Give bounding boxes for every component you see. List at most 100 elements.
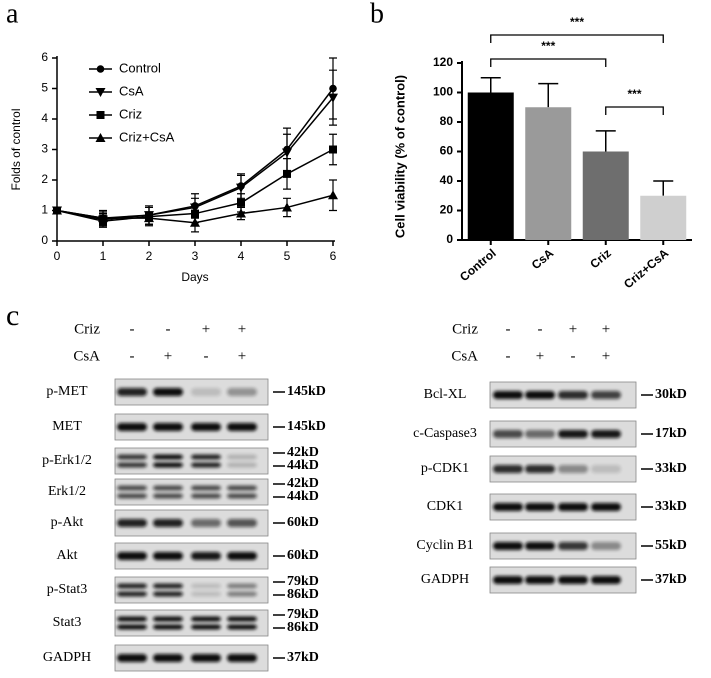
blot-strip: [114, 576, 269, 604]
band: [227, 654, 257, 662]
marker: [282, 148, 292, 158]
condition-sign: +: [536, 348, 544, 364]
size-label: 55kD: [655, 538, 687, 553]
band: [591, 576, 621, 584]
blot-strip: [114, 447, 269, 475]
band: [227, 519, 257, 527]
y-tick-label: 80: [440, 114, 454, 128]
band: [558, 503, 588, 511]
size-label: 37kD: [655, 572, 687, 587]
band: [558, 576, 588, 584]
blot-label: p-Stat3: [47, 582, 87, 597]
condition-sign: -: [130, 348, 135, 364]
blot-label: Cyclin B1: [416, 538, 473, 553]
y-tick-label: 20: [440, 203, 454, 217]
condition-sign: +: [202, 321, 210, 337]
size-label: 42kD: [287, 445, 319, 460]
size-label: 33kD: [655, 461, 687, 476]
size-label: 145kD: [287, 384, 326, 399]
band: [493, 465, 523, 473]
size-label: 44kD: [287, 489, 319, 504]
blot-label: p-Erk1/2: [42, 453, 92, 468]
band: [493, 430, 523, 438]
band: [558, 430, 588, 438]
band: [227, 423, 257, 431]
condition-sign: -: [166, 321, 171, 337]
x-tick-label: 3: [192, 249, 199, 263]
band: [117, 519, 147, 527]
x-axis-label: Days: [181, 270, 208, 284]
significance-bracket: [490, 34, 664, 43]
size-label: 17kD: [655, 426, 687, 441]
significance-label: ***: [541, 39, 555, 53]
marker: [190, 217, 200, 227]
blot-label: Bcl-XL: [424, 387, 467, 402]
band: [117, 388, 147, 396]
marker: [329, 145, 337, 154]
band: [117, 552, 147, 560]
size-label: 60kD: [287, 548, 319, 563]
y-axis-label: Cell viability (% of control): [392, 75, 407, 238]
marker: [144, 213, 154, 223]
legend-label: Control: [119, 60, 161, 75]
band: [591, 430, 621, 438]
condition-sign: +: [238, 321, 246, 337]
blot-label: Akt: [57, 548, 78, 563]
band: [525, 542, 555, 550]
band: [525, 576, 555, 584]
bar: [467, 92, 514, 240]
band: [591, 542, 621, 550]
marker: [52, 205, 62, 215]
condition-sign: +: [602, 348, 610, 364]
band: [153, 519, 183, 527]
bar: [582, 151, 629, 240]
y-axis-label: Folds of control: [9, 108, 23, 190]
y-tick-label: 2: [41, 172, 48, 186]
band: [227, 552, 257, 560]
x-tick-label: 6: [330, 249, 337, 263]
blot-strip: [114, 609, 269, 637]
marker: [96, 111, 105, 119]
band: [117, 624, 147, 630]
y-tick-label: 0: [446, 232, 453, 246]
bar: [640, 195, 687, 240]
band: [191, 485, 221, 491]
panel-label: a: [6, 0, 19, 29]
significance-bracket: [490, 58, 607, 67]
band: [558, 542, 588, 550]
condition-label: Criz: [452, 321, 478, 337]
condition-sign: +: [164, 348, 172, 364]
band: [117, 423, 147, 431]
band: [153, 462, 183, 468]
band: [117, 454, 147, 460]
band: [153, 388, 183, 396]
band: [493, 576, 523, 584]
marker: [237, 198, 245, 207]
band: [191, 583, 221, 589]
band: [525, 430, 555, 438]
band: [191, 654, 221, 662]
condition-label: CsA: [451, 348, 478, 364]
condition-sign: -: [130, 321, 135, 337]
blot-label: GADPH: [43, 650, 91, 665]
blot-label: GADPH: [421, 572, 469, 587]
y-tick-label: 120: [433, 55, 453, 69]
band: [117, 485, 147, 491]
band: [493, 542, 523, 550]
error-bar: [595, 130, 616, 152]
legend-label: CsA: [119, 83, 144, 98]
y-tick-label: 60: [440, 144, 454, 158]
band: [191, 388, 221, 396]
band: [191, 591, 221, 597]
size-label: 79kD: [287, 607, 319, 622]
band: [191, 616, 221, 622]
band: [525, 391, 555, 399]
size-label: 42kD: [287, 476, 319, 491]
condition-sign: +: [569, 321, 577, 337]
condition-label: Criz: [74, 321, 100, 337]
x-tick-label: Criz+CsA: [621, 246, 671, 291]
y-tick-label: 4: [41, 111, 48, 125]
y-tick-label: 40: [440, 173, 454, 187]
band: [191, 462, 221, 468]
y-tick-label: 6: [41, 50, 48, 64]
